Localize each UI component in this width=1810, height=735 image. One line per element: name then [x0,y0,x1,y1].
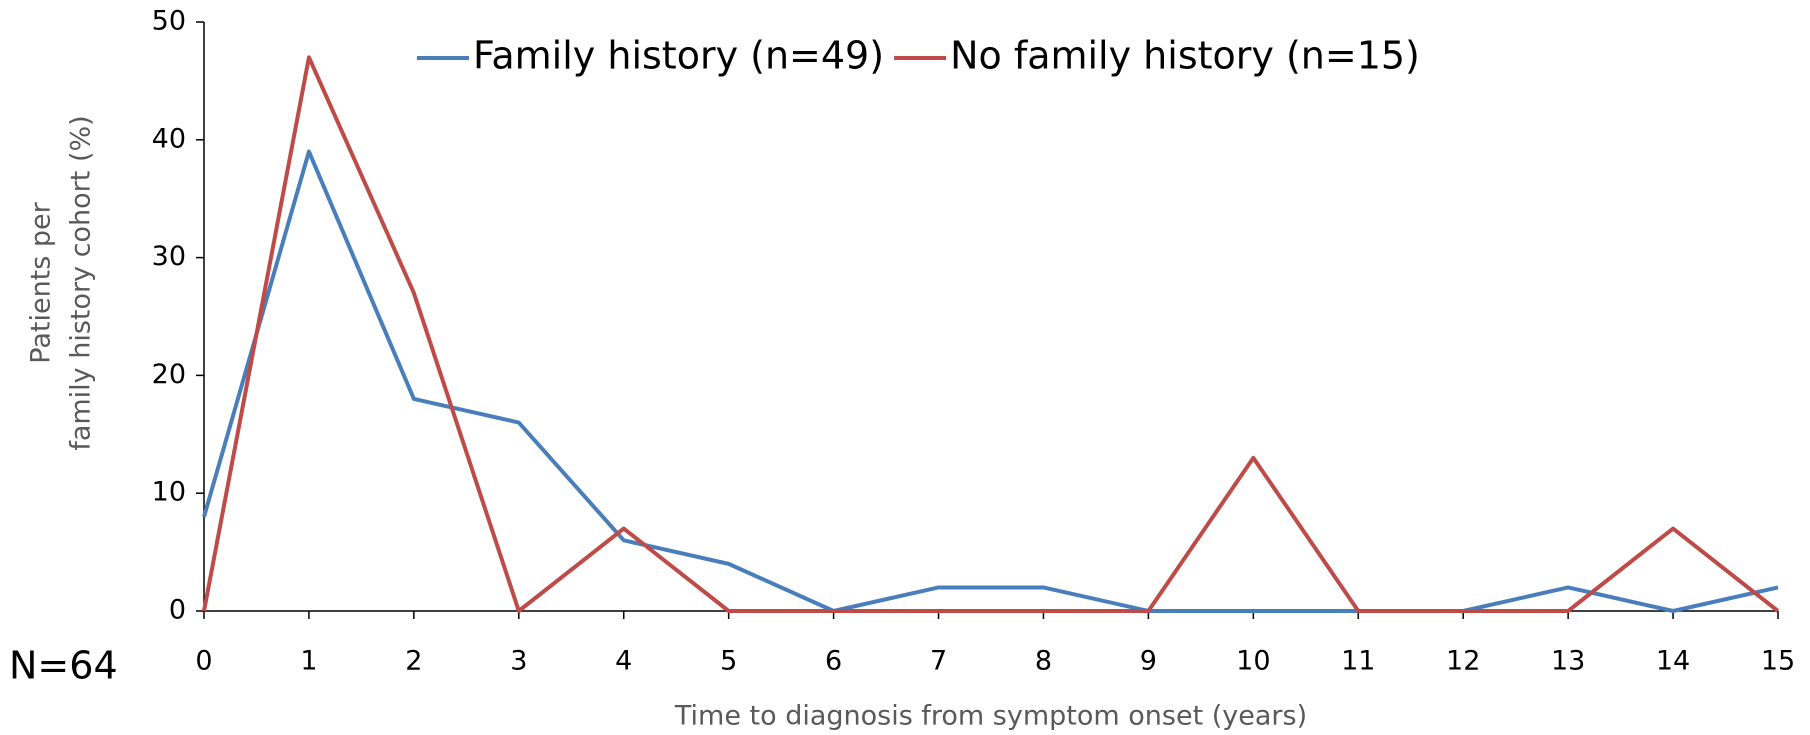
x-tick-label: 9 [1140,646,1157,677]
x-tick-label: 3 [510,646,527,677]
y-axis-title: Patients per [26,201,57,363]
x-tick-label: 5 [720,646,737,677]
line [202,149,1779,613]
x-tick-label: 4 [615,646,632,677]
x-axis-title: Time to diagnosis from symptom onset (ye… [674,701,1307,732]
x-tick-label: 7 [930,646,947,677]
x-tick-label: 0 [195,646,212,677]
y-tick-label: 0 [169,595,186,626]
y-tick-label: 20 [152,359,186,390]
x-tick-label: 8 [1035,646,1052,677]
x-tick-label: 2 [405,646,422,677]
x-tick-label: 11 [1341,646,1375,677]
line [202,55,1780,613]
legend-label: No family history (n=15) [950,34,1420,78]
y-tick-label: 50 [152,6,186,37]
y-tick-label: 30 [152,241,186,272]
x-tick-label: 12 [1446,646,1480,677]
y-tick-label: 40 [152,123,186,154]
x-tick-label: 13 [1551,646,1585,677]
x-tick-label: 6 [825,646,842,677]
x-tick-label: 1 [300,646,317,677]
x-tick-label: 15 [1761,646,1795,677]
legend-label: Family history (n=49) [473,34,884,78]
x-tick-label: 14 [1656,646,1690,677]
x-tick-label: 10 [1236,646,1270,677]
y-axis-title: family history cohort (%) [66,115,97,450]
y-tick-label: 10 [152,477,186,508]
annotation: N=64 [9,644,118,688]
